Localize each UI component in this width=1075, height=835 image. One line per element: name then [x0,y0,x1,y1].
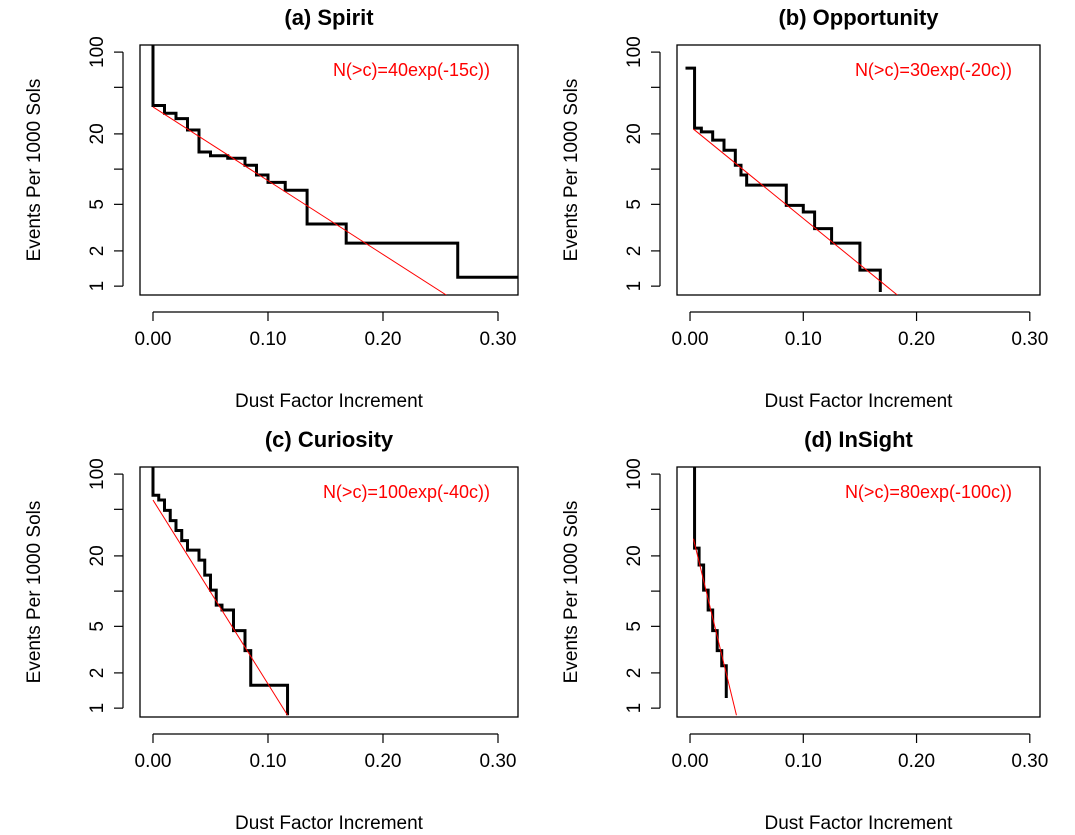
y-tick-label: 100 [87,36,108,68]
fit-line [693,128,898,295]
x-tick-label: 0.30 [479,751,516,772]
plot-box [139,44,519,296]
y-tick-label: 2 [87,668,108,679]
x-tick-label: 0.10 [785,751,822,772]
fit-line [152,106,447,295]
plot-box [676,44,1041,296]
fit-line [152,499,288,716]
step-line [693,467,728,699]
x-axis-title: Dust Factor Increment [765,391,954,412]
plot-box [139,466,519,718]
y-tick-label: 20 [87,545,108,566]
y-tick-label: 100 [624,36,645,68]
panel-title: (c) Curiosity [265,427,394,452]
step-line [151,467,290,716]
fit-annotation: N(>c)=40exp(-15c)) [333,60,490,80]
x-axis-title: Dust Factor Increment [235,813,424,834]
fit-annotation: N(>c)=100exp(-40c)) [323,482,490,502]
y-tick-label: 5 [87,621,108,632]
x-axis-title: Dust Factor Increment [235,391,424,412]
step-line [685,66,882,293]
x-tick-label: 0.00 [135,751,172,772]
plot-box [676,466,1041,718]
y-tick-label: 1 [87,703,108,714]
y-tick-label: 5 [87,199,108,210]
x-tick-label: 0.20 [898,329,935,350]
x-tick-label: 0.10 [250,329,287,350]
x-tick-label: 0.00 [135,329,172,350]
y-axis-title: Events Per 1000 Sols [561,501,582,684]
y-axis-title: Events Per 1000 Sols [24,501,45,684]
y-axis-title: Events Per 1000 Sols [24,79,45,262]
fit-annotation: N(>c)=30exp(-20c)) [855,60,1012,80]
y-tick-label: 20 [624,123,645,144]
x-tick-label: 0.20 [364,751,401,772]
y-tick-label: 100 [624,458,645,490]
y-axis-title: Events Per 1000 Sols [561,79,582,262]
fit-line [692,538,737,716]
y-tick-label: 20 [87,123,108,144]
y-tick-label: 100 [87,458,108,490]
x-tick-label: 0.10 [250,751,287,772]
y-tick-label: 2 [87,246,108,257]
fit-annotation: N(>c)=80exp(-100c)) [845,482,1012,502]
panel: (d) InSight 0.00 0.10 0.20 0.30 Dust Factor I… [561,427,1048,834]
y-tick-label: 1 [624,281,645,292]
y-tick-label: 20 [624,545,645,566]
panel-title: (b) Opportunity [778,5,939,30]
y-tick-label: 2 [624,668,645,679]
panel-title: (d) InSight [804,427,913,452]
x-tick-label: 0.30 [479,329,516,350]
x-tick-label: 0.00 [672,751,709,772]
x-axis-title: Dust Factor Increment [765,813,954,834]
y-tick-label: 1 [87,281,108,292]
panel: (a) Spirit 0.00 0.10 0.20 0.30 Dust Factor In… [24,5,519,412]
x-tick-label: 0.20 [898,751,935,772]
y-tick-label: 2 [624,246,645,257]
panel: (c) Curiosity 0.00 0.10 0.20 0.30 Dust Factor… [24,427,519,834]
y-tick-label: 1 [624,703,645,714]
panel: (b) Opportunity 0.00 0.10 0.20 0.30 Dust Fact… [561,5,1048,412]
x-tick-label: 0.10 [785,329,822,350]
x-tick-label: 0.00 [672,329,709,350]
step-line [151,45,518,279]
panel-title: (a) Spirit [284,5,374,30]
x-tick-label: 0.20 [364,329,401,350]
y-tick-label: 5 [624,621,645,632]
x-tick-label: 0.30 [1011,751,1048,772]
x-tick-label: 0.30 [1011,329,1048,350]
y-tick-label: 5 [624,199,645,210]
